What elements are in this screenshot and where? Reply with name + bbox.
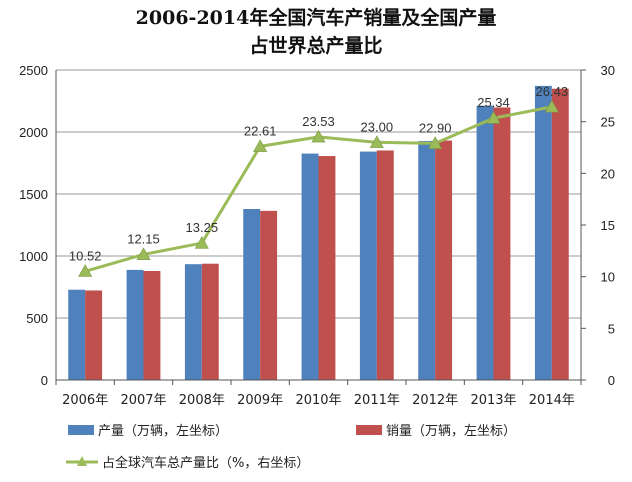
y-left-tick-label: 500 — [26, 311, 48, 326]
share-data-label: 12.15 — [127, 231, 160, 246]
x-tick-label: 2006年 — [62, 393, 108, 408]
x-tick-label: 2014年 — [529, 393, 575, 408]
share-data-label: 10.52 — [69, 248, 102, 263]
bars — [68, 85, 569, 380]
bar-production — [476, 105, 494, 380]
share-marker — [428, 136, 443, 149]
y-right-tick-label: 5 — [608, 321, 615, 336]
share-data-label: 25.34 — [477, 95, 510, 110]
bar-sales — [318, 156, 336, 380]
share-data-label: 26.43 — [536, 84, 569, 99]
bar-production — [126, 269, 144, 380]
share-marker — [136, 247, 151, 260]
bar-sales — [551, 88, 569, 380]
bar-sales — [85, 290, 103, 380]
y-right-tick-label: 10 — [601, 270, 615, 285]
share-data-label: 22.90 — [419, 120, 452, 135]
share-data-label: 22.61 — [244, 123, 277, 138]
share-marker — [194, 235, 209, 249]
legend-marker-share — [77, 456, 87, 466]
y-right-tick-label: 15 — [601, 218, 615, 233]
share-marker — [78, 264, 93, 277]
bar-sales — [435, 140, 453, 380]
bar-production — [243, 209, 261, 380]
share-data-label: 23.00 — [361, 119, 394, 134]
legend-swatch-sales — [356, 425, 382, 435]
x-tick-label: 2010年 — [295, 393, 341, 408]
share-data-label: 13.25 — [186, 220, 219, 235]
y-left-tick-label: 2500 — [19, 63, 48, 78]
share-marker — [486, 111, 501, 124]
y-right-tick-label: 30 — [601, 63, 615, 78]
legend: 产量（万辆，左坐标） 销量（万辆，左坐标） 占全球汽车总产量比（%，右坐标） — [66, 424, 516, 471]
x-tick-label: 2007年 — [120, 393, 166, 408]
legend-label-production: 产量（万辆，左坐标） — [98, 424, 228, 439]
share-marker — [253, 139, 268, 152]
x-tick-label: 2012年 — [412, 393, 458, 408]
legend-label-sales: 销量（万辆，左坐标） — [386, 424, 516, 439]
y-left-tick-label: 2000 — [19, 125, 48, 140]
bar-sales — [143, 271, 161, 380]
axes: 0 500 1000 1500 2000 2500 0 5 10 15 20 25 30 2006年 200… — [19, 63, 615, 408]
share-line — [78, 99, 559, 277]
y-right-tick-label: 20 — [601, 166, 615, 181]
data-labels: 10.52 12.15 13.25 22.61 23.53 23.00 22.90 25.34… — [69, 84, 568, 263]
bar-sales — [376, 150, 394, 380]
share-marker — [311, 129, 326, 143]
bar-sales — [260, 210, 278, 380]
x-tick-label: 2011年 — [354, 393, 400, 408]
bar-sales — [493, 107, 511, 380]
y-left-tick-label: 1500 — [19, 187, 48, 202]
chart-title-line-1: 2006-2014年全国汽车产销量及全国产量 — [136, 6, 497, 29]
x-tick-label: 2009年 — [237, 393, 283, 408]
bar-production — [359, 151, 377, 380]
bar-production — [418, 141, 436, 380]
chart-title-line-2: 占世界总产量比 — [249, 34, 382, 57]
bar-production — [534, 85, 552, 380]
share-marker — [369, 135, 384, 148]
bar-sales — [201, 263, 219, 380]
share-marker — [544, 99, 559, 113]
legend-label-share: 占全球汽车总产量比（%，右坐标） — [102, 455, 309, 471]
bar-production — [184, 264, 202, 380]
bar-production — [68, 289, 86, 380]
y-left-tick-label: 0 — [41, 373, 48, 388]
y-right-tick-label: 0 — [608, 373, 615, 388]
x-tick-label: 2008年 — [179, 393, 225, 408]
x-tick-label: 2013年 — [470, 393, 516, 408]
y-right-tick-label: 25 — [601, 115, 615, 130]
bar-production — [301, 153, 319, 380]
y-left-tick-label: 1000 — [19, 249, 48, 264]
share-data-label: 23.53 — [302, 114, 335, 129]
legend-swatch-production — [68, 425, 94, 435]
